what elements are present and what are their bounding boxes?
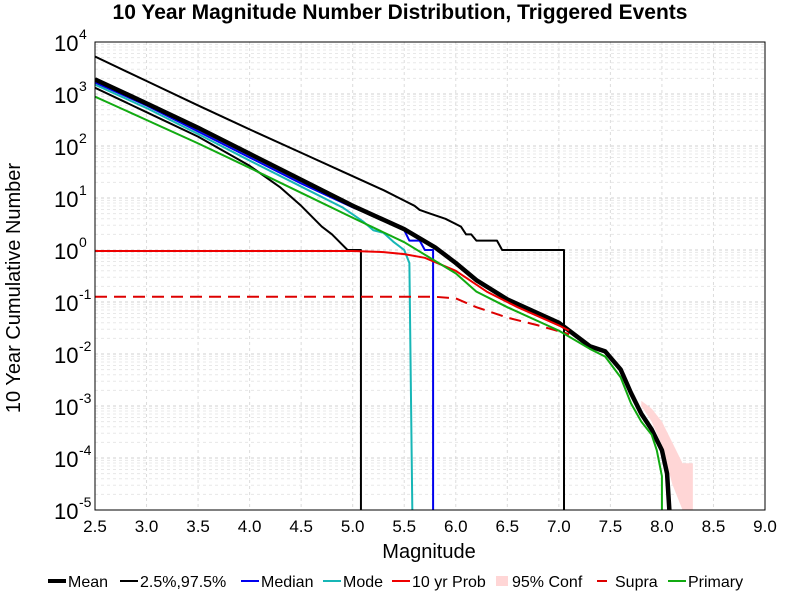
x-axis-label: Magnitude [382, 541, 475, 563]
series-primary-line [95, 95, 663, 510]
y-tick-exponent: 0 [79, 234, 87, 250]
y-tick-exponent: -3 [79, 390, 92, 406]
legend-label-95-conf: 95% Conf [512, 574, 583, 591]
y-tick-label: 10 [54, 135, 78, 160]
series-supra-line [95, 295, 570, 336]
y-tick-exponent: -5 [79, 494, 92, 510]
x-tick-label: 7.5 [599, 517, 623, 536]
chart-title: 10 Year Magnitude Number Distribution, T… [113, 1, 688, 24]
series-97-5-line [95, 55, 565, 510]
y-tick-exponent: -2 [79, 338, 92, 354]
y-tick-exponent: 4 [79, 26, 87, 42]
legend-label-10-yr-prob: 10 yr Prob [412, 574, 486, 591]
series-mean-line [95, 77, 672, 510]
y-tick-label: 10 [54, 83, 78, 108]
y-tick-exponent: 2 [79, 130, 87, 146]
y-tick-exponent: 3 [79, 78, 87, 94]
y-axis-label: 10 Year Cumulative Number [3, 163, 25, 413]
y-tick-exponent: -4 [79, 442, 92, 458]
y-tick-label: 10 [54, 447, 78, 472]
x-tick-label: 4.0 [238, 517, 262, 536]
x-tick-label: 7.0 [547, 517, 571, 536]
x-tick-label: 6.5 [495, 517, 519, 536]
x-tick-label: 3.5 [186, 517, 210, 536]
y-tick-label: 10 [54, 395, 78, 420]
y-tick-label: 10 [54, 291, 78, 316]
series-2-5-line [95, 86, 362, 510]
series-95-conf-band [641, 400, 693, 510]
y-tick-label: 10 [54, 499, 78, 524]
legend-label-primary: Primary [688, 574, 743, 591]
legend-label-mean: Mean [68, 574, 108, 591]
x-tick-label: 5.5 [392, 517, 416, 536]
y-tick-exponent: -1 [79, 286, 92, 302]
x-tick-label: 8.5 [702, 517, 726, 536]
y-tick-exponent: 1 [79, 182, 87, 198]
x-tick-label: 9.0 [753, 517, 777, 536]
legend-label-2-5-97-5: 2.5%,97.5% [140, 574, 226, 591]
series-10-yr-prob-line [95, 250, 570, 332]
plot-frame [94, 41, 766, 511]
legend-label-median: Median [261, 574, 313, 591]
y-tick-label: 10 [54, 239, 78, 264]
legend-swatch-95-conf [496, 576, 508, 586]
y-tick-label: 10 [54, 31, 78, 56]
x-tick-label: 4.5 [289, 517, 313, 536]
legend-label-supra: Supra [615, 574, 658, 591]
legend: Mean 2.5%,97.5% Median Mode 10 yr Prob 95% Co… [48, 574, 743, 591]
x-tick-label: 5.0 [341, 517, 365, 536]
y-tick-label: 10 [54, 343, 78, 368]
x-tick-label: 6.0 [444, 517, 468, 536]
plot-area [95, 55, 693, 510]
x-axis: 2.5 3.0 3.5 4.0 4.5 5.0 5.5 6.0 6.5 7.0 7.5 8.0 8.5 9… [83, 517, 777, 536]
x-tick-label: 3.0 [135, 517, 159, 536]
series-mode-line [95, 83, 414, 510]
legend-label-mode: Mode [343, 574, 383, 591]
x-tick-label: 8.0 [650, 517, 674, 536]
y-tick-label: 10 [54, 187, 78, 212]
x-tick-label: 2.5 [83, 517, 107, 536]
